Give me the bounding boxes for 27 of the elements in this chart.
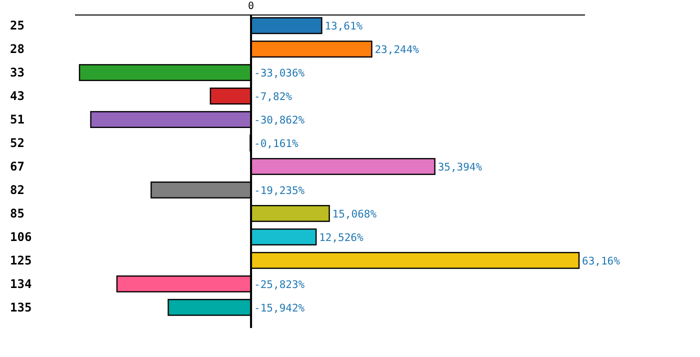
data-label: 15,068% xyxy=(332,208,378,220)
y-tick-label: 51 xyxy=(10,112,24,127)
y-tick-label: 106 xyxy=(10,230,32,244)
y-tick-label: 52 xyxy=(10,136,24,150)
y-tick-label: 28 xyxy=(10,42,24,56)
data-label: 35,394% xyxy=(438,162,483,174)
data-label: -0,161% xyxy=(254,138,299,150)
data-label: -33,036% xyxy=(254,68,306,80)
data-label: -15,942% xyxy=(254,302,306,314)
data-label: 63,16% xyxy=(582,255,621,268)
y-tick-label: 134 xyxy=(10,276,32,291)
data-label: 23,244% xyxy=(374,44,420,56)
y-tick-label: 25 xyxy=(10,18,24,33)
data-label: 12,526% xyxy=(319,232,364,244)
y-tick-label: 135 xyxy=(10,300,32,314)
y-tick-label: 82 xyxy=(10,182,24,197)
y-tick-label: 125 xyxy=(10,253,32,268)
data-label: -25,823% xyxy=(254,278,306,291)
text: 0 xyxy=(248,1,254,12)
data-label: -19,235% xyxy=(254,184,306,197)
y-tick-label: 67 xyxy=(10,160,24,174)
y-tick-label: 85 xyxy=(10,206,24,220)
y-tick-label: 33 xyxy=(10,66,24,80)
data-label: 13,61% xyxy=(324,20,364,33)
data-label: -7,82% xyxy=(254,91,293,104)
data-label: -30,862% xyxy=(254,114,306,127)
y-tick-label: 43 xyxy=(10,89,24,104)
